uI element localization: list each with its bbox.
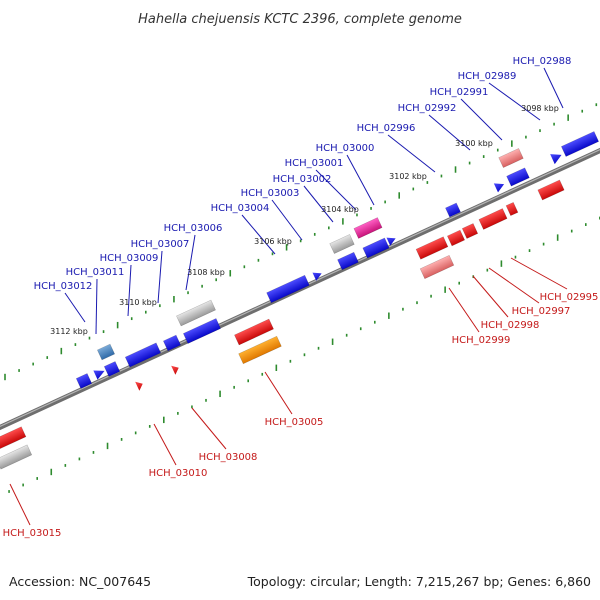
- gene-forward-small: [386, 237, 396, 246]
- gene-forward: [183, 318, 221, 344]
- upper-gene-label: HCH_03003: [241, 188, 300, 199]
- upper-callout-line: [488, 82, 541, 121]
- lower-gene-label: HCH_03015: [3, 528, 62, 539]
- gene-reverse: [234, 318, 274, 346]
- lower-callout-line: [264, 371, 293, 415]
- gene-forward: [506, 167, 530, 187]
- gene-rna: [353, 217, 383, 239]
- gene-forward: [163, 334, 181, 352]
- gene-reverse: [415, 236, 449, 260]
- lower-gene-label: HCH_02997: [512, 306, 571, 317]
- gene-forward-small: [493, 183, 505, 193]
- upper-callout-line: [460, 98, 503, 141]
- gene-pseudo: [498, 148, 524, 168]
- upper-gene-label: HCH_03004: [211, 203, 270, 214]
- lower-callout-line: [448, 287, 480, 333]
- upper-callout-line: [64, 292, 86, 323]
- upper-callout-line: [271, 199, 303, 241]
- gene-reverse: [537, 179, 565, 201]
- upper-callout-line: [543, 67, 564, 109]
- gene-reverse-small: [171, 365, 179, 375]
- accession-text: Accession: NC_007645: [9, 574, 151, 589]
- upper-gene-label: HCH_03000: [316, 143, 375, 154]
- scale-label: 3106 kbp: [254, 237, 292, 246]
- upper-callout-line: [387, 134, 436, 173]
- gene-reverse: [505, 201, 519, 217]
- gene-forward: [124, 342, 162, 368]
- upper-gene-label: HCH_03001: [285, 158, 344, 169]
- scale-label: 3098 kbp: [521, 104, 559, 113]
- upper-gene-label: HCH_02996: [357, 123, 416, 134]
- upper-gene-label: HCH_03002: [273, 174, 332, 185]
- lower-gene-label: HCH_02999: [452, 335, 511, 346]
- scale-label: 3104 kbp: [321, 205, 359, 214]
- gene-forward: [103, 361, 121, 377]
- scale-label: 3108 kbp: [187, 268, 225, 277]
- upper-callout-line: [346, 154, 375, 206]
- gene-forward: [561, 131, 599, 157]
- callout-layer: HCH_02988 HCH_02989 HCH_02991 HCH_02992 HCH_…: [3, 56, 599, 539]
- gene-reverse: [0, 426, 27, 450]
- genome-summary-text: Topology: circular; Length: 7,215,267 bp…: [247, 574, 591, 589]
- gene-other: [97, 343, 115, 361]
- lower-callout-line: [9, 483, 31, 526]
- gene-forward: [75, 373, 93, 389]
- upper-gene-label: HCH_02989: [458, 71, 517, 82]
- tick-track-layer: [4, 103, 600, 493]
- upper-gene-label: HCH_02988: [513, 56, 572, 67]
- lower-gene-label: HCH_03005: [265, 417, 324, 428]
- scale-label: 3110 kbp: [119, 298, 157, 307]
- gene-reverse: [447, 229, 465, 247]
- upper-callout-line: [95, 278, 98, 335]
- upper-callout-line: [157, 250, 163, 304]
- lower-gene-label: HCH_02995: [540, 292, 599, 303]
- lower-callout-line: [488, 267, 540, 304]
- gene-pseudo: [0, 444, 33, 470]
- upper-gene-label: HCH_03006: [164, 223, 223, 234]
- gene-forward: [445, 202, 461, 218]
- scale-label: 3112 kbp: [50, 327, 88, 336]
- upper-gene-label: HCH_03007: [131, 239, 190, 250]
- gene-forward: [337, 251, 359, 271]
- scale-label: 3100 kbp: [455, 139, 493, 148]
- upper-gene-label: HCH_03012: [34, 281, 93, 292]
- upper-gene-label: HCH_02992: [398, 103, 457, 114]
- gene-pseudo: [419, 254, 455, 280]
- gene-reverse: [478, 208, 508, 230]
- map-title: Hahella chejuensis KCTC 2396, complete g…: [138, 12, 462, 27]
- lower-callout-line: [472, 275, 509, 318]
- lower-callout-line: [510, 257, 568, 290]
- upper-callout-line: [185, 234, 196, 291]
- upper-callout-line: [127, 264, 132, 317]
- gene-pseudo: [176, 299, 216, 327]
- lower-gene-label: HCH_02998: [481, 320, 540, 331]
- upper-callout-line: [315, 169, 357, 211]
- gene-layer: [0, 131, 599, 470]
- scale-label-layer: 3098 kbp 3100 kbp 3102 kbp 3104 kbp 3106 kbp…: [50, 104, 559, 336]
- scale-label: 3102 kbp: [389, 172, 427, 181]
- gene-pseudo: [329, 234, 355, 254]
- upper-callout-line: [241, 214, 276, 255]
- upper-gene-label: HCH_03011: [66, 267, 125, 278]
- gene-reverse: [461, 223, 479, 239]
- upper-gene-label: HCH_03009: [100, 253, 159, 264]
- upper-gene-label: HCH_02991: [430, 87, 489, 98]
- gene-forward-small: [93, 370, 105, 380]
- gene-reverse-small: [135, 381, 143, 391]
- gene-forward: [362, 237, 390, 259]
- lower-gene-label: HCH_03008: [199, 452, 258, 463]
- gene-forward: [266, 274, 310, 304]
- lower-callout-line: [191, 407, 227, 450]
- upper-callout-line: [428, 114, 471, 151]
- gene-other: [238, 335, 282, 365]
- gene-forward-small: [550, 154, 562, 165]
- upper-callout-line: [303, 185, 334, 223]
- lower-gene-label: HCH_03010: [149, 468, 208, 479]
- lower-callout-line: [153, 423, 177, 466]
- gene-forward-small: [312, 272, 322, 281]
